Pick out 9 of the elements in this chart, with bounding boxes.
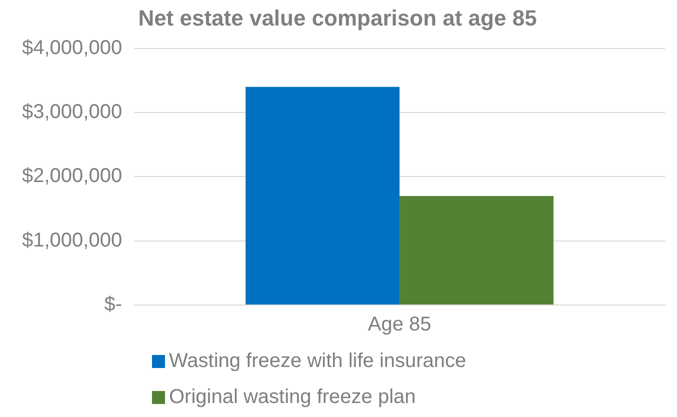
legend-label: Original wasting freeze plan	[169, 386, 416, 408]
y-tick-label: $2,000,000	[22, 165, 122, 188]
legend-label: Wasting freeze with life insurance	[169, 350, 466, 372]
y-tick-label: $1,000,000	[22, 229, 122, 252]
y-tick-label: $4,000,000	[22, 36, 122, 59]
x-tick-label: Age 85	[368, 314, 432, 336]
chart-title: Net estate value comparison at age 85	[138, 5, 537, 30]
y-tick-label: $-	[104, 294, 122, 316]
y-tick-label: $3,000,000	[22, 101, 122, 124]
